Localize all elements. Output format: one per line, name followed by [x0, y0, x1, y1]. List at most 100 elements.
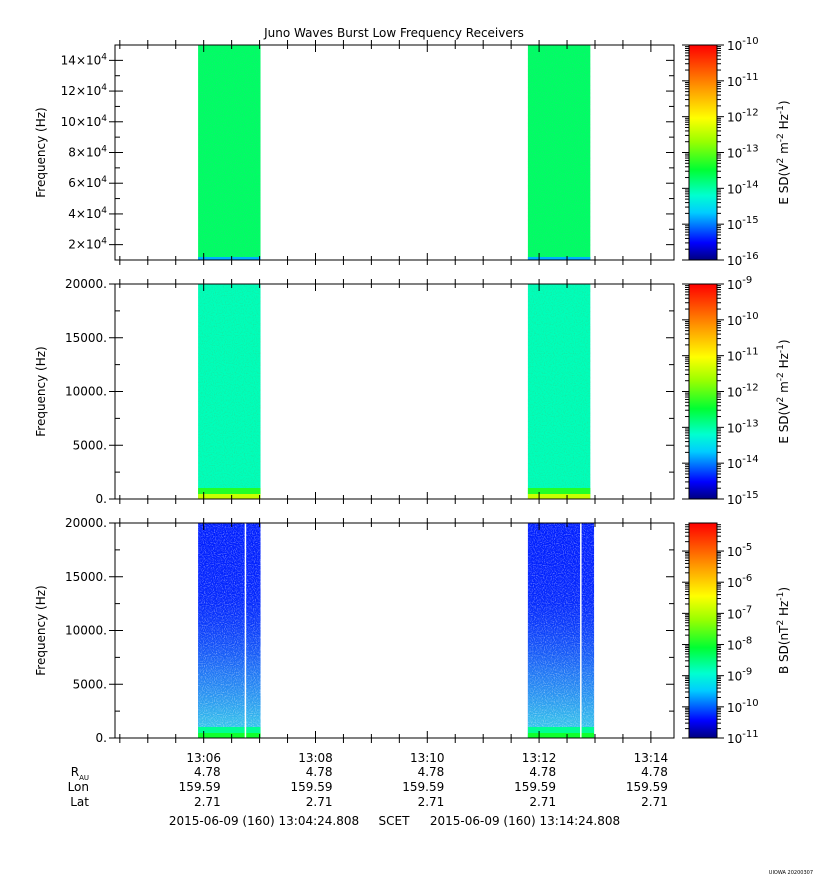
figure-title: Juno Waves Burst Low Frequency Receivers [263, 26, 524, 40]
x-tick-label: 13:08 [298, 751, 333, 765]
ephemeris-value: 2.71 [529, 795, 556, 809]
burst-data-gap [244, 523, 247, 738]
ephemeris-value: 159.59 [402, 780, 444, 794]
colorbar-tick-label: 10-9 [727, 275, 752, 292]
colorbar-tick-label: 10-6 [727, 573, 752, 590]
ephemeris-value: 4.78 [529, 765, 556, 779]
y-tick-label: 8×104 [68, 145, 107, 160]
colorbar-tick-label: 10-15 [727, 215, 759, 232]
time-range-start: 2015-06-09 (160) 13:04:24.808 [169, 814, 359, 828]
colorbar-tick-label: 10-13 [727, 418, 759, 435]
y-tick-label: 14×104 [61, 52, 108, 67]
x-tick-label: 13:06 [186, 751, 221, 765]
colorbar-scale [688, 44, 718, 261]
y-tick-label: 0. [96, 492, 107, 506]
y-tick-label: 10000. [65, 385, 107, 399]
y-tick-label: 5000. [73, 438, 107, 452]
panel-1: 2×104 4×104 6×104 8×104 10×104 12×104 14×104 Fr… [34, 36, 791, 268]
colorbar-tick-label: 10-16 [727, 251, 759, 268]
colorbar-label: E SD(V2 m-2 Hz-1) [776, 100, 791, 204]
y-tick-label: 15000. [65, 331, 107, 345]
burst-low-band [198, 727, 261, 733]
colorbar-scale [688, 522, 718, 739]
ephemeris-value: 2.71 [194, 795, 221, 809]
y-axis-label: Frequency (Hz) [34, 107, 48, 198]
y-tick-label: 20000. [65, 516, 107, 530]
y-axis-label: Frequency (Hz) [34, 585, 48, 676]
burst-low-band [198, 488, 261, 494]
colorbar-tick-label: 10-14 [727, 454, 759, 471]
ephemeris-row-label: Lon [68, 780, 89, 794]
y-tick-label: 15000. [65, 570, 107, 584]
ephemeris-value: 4.78 [306, 765, 333, 779]
spectrogram-burst-1 [198, 523, 261, 738]
colorbar-tick-label: 10-12 [727, 383, 759, 400]
colorbar-tick-label: 10-5 [727, 542, 752, 559]
spectrogram-burst-1 [198, 45, 261, 260]
burst-texture [527, 45, 591, 260]
ephemeris-value: 159.59 [290, 780, 332, 794]
ephemeris-value: 159.59 [626, 780, 668, 794]
colorbar-tick-label: 10-14 [727, 179, 759, 196]
colorbar: 10-11 10-10 10-9 10-8 10-7 10-6 10-5 B SD(nT2 H… [682, 522, 791, 746]
footer-tag: UIOWA 20200307 [769, 870, 813, 876]
colorbar-label: B SD(nT2 Hz-1) [776, 587, 791, 674]
spectrogram-burst-2 [527, 284, 591, 499]
burst-bottom-edge [198, 257, 261, 260]
spectrogram-burst-2 [527, 523, 595, 738]
burst-texture [527, 523, 595, 738]
colorbar-tick-label: 10-7 [727, 604, 752, 621]
y-tick-label: 10×104 [61, 114, 108, 129]
ephemeris-value: 4.78 [194, 765, 221, 779]
time-range-end: 2015-06-09 (160) 13:14:24.808 [430, 814, 620, 828]
ephemeris-value: 2.71 [641, 795, 668, 809]
ephemeris-value: 159.59 [514, 780, 556, 794]
ephemeris-value: 159.59 [179, 780, 221, 794]
time-range-label: SCET [379, 814, 411, 828]
colorbar-scale [688, 283, 718, 500]
colorbar-tick-label: 10-11 [727, 729, 759, 746]
burst-bottom-edge [527, 257, 591, 260]
burst-data-gap [580, 523, 582, 738]
y-tick-label: 12×104 [61, 83, 108, 98]
y-tick-label: 5000. [73, 677, 107, 691]
spectrogram-burst-1 [198, 284, 261, 499]
burst-texture [198, 284, 261, 499]
ephemeris-value: 2.71 [418, 795, 445, 809]
y-tick-label: 4×104 [68, 206, 107, 221]
colorbar-tick-label: 10-8 [727, 636, 752, 653]
colorbar: 10-16 10-15 10-14 10-13 10-12 10-11 10-10 E SD(… [682, 36, 791, 268]
colorbar: 10-15 10-14 10-13 10-12 10-11 10-10 10-9 E SD(V… [682, 275, 791, 507]
burst-texture [198, 523, 261, 738]
colorbar-tick-label: 10-12 [727, 108, 759, 125]
panel-2: 0. 5000. 10000. 15000. 20000. Frequency (Hz) 1… [34, 275, 791, 507]
ephemeris-row-label: Lat [70, 795, 89, 809]
ephemeris-value: 4.78 [641, 765, 668, 779]
colorbar-tick-label: 10-11 [727, 347, 759, 364]
y-tick-label: 0. [96, 731, 107, 745]
y-axis-label: Frequency (Hz) [34, 346, 48, 437]
burst-lowest-band [198, 733, 261, 738]
ephemeris-value: 2.71 [306, 795, 333, 809]
burst-lowest-band [527, 733, 595, 738]
burst-lowest-band [527, 494, 591, 499]
colorbar-tick-label: 10-15 [727, 490, 759, 507]
colorbar-tick-label: 10-10 [727, 36, 759, 53]
panel-3: 0. 5000. 10000. 15000. 20000. Frequency (Hz) 1… [34, 516, 791, 746]
colorbar-tick-label: 10-10 [727, 698, 759, 715]
x-tick-label: 13:14 [634, 751, 669, 765]
colorbar-tick-label: 10-10 [727, 311, 759, 328]
burst-texture [527, 284, 591, 499]
spectrogram-burst-2 [527, 45, 591, 260]
y-tick-label: 10000. [65, 624, 107, 638]
burst-low-band [527, 488, 591, 494]
colorbar-tick-label: 10-11 [727, 72, 759, 89]
x-tick-label: 13:12 [522, 751, 557, 765]
y-tick-label: 2×104 [68, 237, 107, 252]
x-tick-label: 13:10 [410, 751, 445, 765]
burst-lowest-band [198, 494, 261, 499]
y-tick-label: 20000. [65, 277, 107, 291]
y-tick-label: 6×104 [68, 175, 107, 190]
burst-low-band [527, 727, 595, 733]
